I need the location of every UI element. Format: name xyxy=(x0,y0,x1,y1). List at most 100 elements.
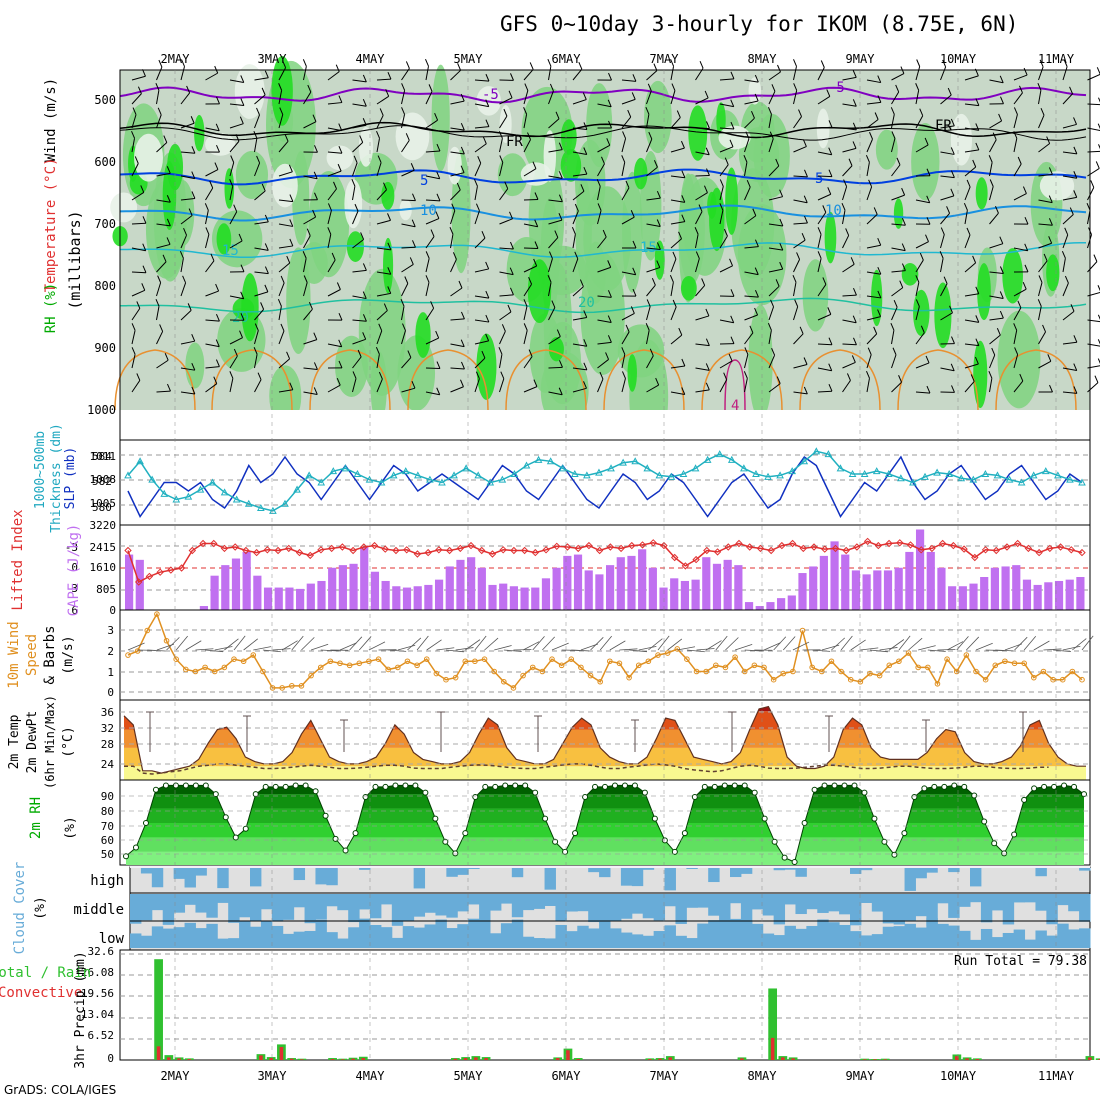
wind-barb-flag xyxy=(700,61,703,68)
rh-point xyxy=(652,816,657,821)
cloud-low-block xyxy=(523,937,534,948)
cloud-high-block xyxy=(1079,868,1090,871)
cloud-low-block xyxy=(730,919,741,948)
date-label-top: 11MAY xyxy=(1038,52,1075,66)
rh-shade-mid xyxy=(748,305,772,420)
rh-point xyxy=(263,784,268,789)
cloud-high-block xyxy=(414,868,425,888)
wind-barb-flag xyxy=(1091,180,1094,187)
rh-point xyxy=(1072,784,1077,789)
rh-point xyxy=(133,845,138,850)
cloud-middle-block xyxy=(141,894,152,920)
precip-tick: 0 xyxy=(107,1052,114,1065)
cloud-low-block xyxy=(490,933,501,948)
precip-convective-bar xyxy=(1088,1057,1092,1060)
cloud-middle-block xyxy=(1014,894,1025,902)
cape-bar xyxy=(296,589,304,610)
precip-convective-bar xyxy=(290,1059,294,1060)
cloud-middle-block xyxy=(479,894,490,922)
rh-point xyxy=(742,783,747,788)
contour-label: 15 xyxy=(222,243,239,259)
temp-tick: 24 xyxy=(101,758,115,771)
cloud-low-block xyxy=(337,939,348,948)
cloud-high-block xyxy=(686,868,697,869)
cloud-high-block xyxy=(468,868,479,869)
label-millibars: (millibars) xyxy=(66,210,84,309)
rh-shade-high xyxy=(913,290,929,336)
cloud-middle-block xyxy=(686,894,697,908)
cloud-low-block xyxy=(785,926,796,948)
precip-convective-bar xyxy=(863,1059,867,1060)
cape-bar xyxy=(349,564,357,610)
rh-point xyxy=(423,790,428,795)
precip-convective-bar xyxy=(280,1047,284,1060)
cape-bar xyxy=(820,556,828,610)
date-label-bottom: 4MAY xyxy=(356,1069,386,1083)
date-label-bottom: 8MAY xyxy=(748,1069,778,1083)
rh-point xyxy=(682,831,687,836)
cloud-middle-block xyxy=(992,894,1003,910)
cape-bar xyxy=(852,570,860,610)
cloud-low-block xyxy=(141,936,152,948)
cloud-low-block xyxy=(1057,924,1068,948)
rh-point xyxy=(223,815,228,820)
cloud-high-block xyxy=(250,868,261,886)
rh-shade-mid xyxy=(876,130,898,170)
cloud-low-block xyxy=(632,934,643,948)
cloud-low-block xyxy=(206,924,217,948)
cape-bar xyxy=(585,570,593,610)
wind-barb-flag xyxy=(1094,255,1097,262)
cape-bar xyxy=(328,568,336,610)
cape-bar xyxy=(724,560,732,610)
precip-convective-bar xyxy=(300,1059,304,1060)
date-label-top: 2MAY xyxy=(161,52,191,66)
cloud-middle-block xyxy=(643,894,654,918)
credit-label: GrADS: COLA/IGES xyxy=(4,1083,116,1097)
cloud-low-block xyxy=(708,920,719,948)
cloud-middle-block xyxy=(1079,894,1090,922)
cape-bar xyxy=(424,585,432,610)
rh-shade-high xyxy=(976,177,988,209)
cloud-low-block xyxy=(545,938,556,948)
rh-point xyxy=(393,783,398,788)
cape-tick: 3220 xyxy=(90,519,117,532)
cloud-middle-block xyxy=(730,894,741,903)
cloud-middle-block xyxy=(403,894,414,920)
cloud-high-block xyxy=(1035,868,1046,876)
cloud-low-block xyxy=(130,933,141,948)
cloud-middle-block xyxy=(1035,894,1046,911)
rh-point xyxy=(233,835,238,840)
cloud-low-block xyxy=(163,929,174,948)
cape-bar xyxy=(200,606,208,610)
wind-barb-flag xyxy=(425,59,428,66)
cloud-low-block xyxy=(435,920,446,948)
cape-bar xyxy=(574,555,582,610)
cloud-low-block xyxy=(512,920,523,948)
label-cloud-cover: Cloud Cover xyxy=(12,862,28,955)
cloud-middle-block xyxy=(435,894,446,915)
cape-bar xyxy=(959,586,967,610)
rh-shade-mid xyxy=(731,168,774,278)
rh-point xyxy=(1062,783,1067,788)
cloud-middle-block xyxy=(425,894,436,913)
precip-convective-bar xyxy=(167,1057,171,1060)
cape-bar xyxy=(1023,580,1031,610)
cape-tick: 1610 xyxy=(90,561,117,574)
cloud-low-block xyxy=(926,918,937,948)
cloud-middle-block xyxy=(566,894,577,912)
cloud-low-block xyxy=(239,921,250,948)
label-temperature: Temperature (°C) xyxy=(43,158,59,293)
rh-point xyxy=(812,787,817,792)
cape-bar xyxy=(916,529,924,610)
date-label-bottom: 2MAY xyxy=(161,1069,191,1083)
cloud-low-block xyxy=(883,927,894,948)
cloud-low-block xyxy=(610,928,621,948)
cloud-low-block xyxy=(905,924,916,948)
cloud-middle-block xyxy=(861,894,872,903)
rh-point xyxy=(343,848,348,853)
cape-bar xyxy=(734,565,742,610)
cloud-low-block xyxy=(686,938,697,948)
cloud-middle-block xyxy=(195,894,206,913)
rh-point xyxy=(483,784,488,789)
date-label-top: 3MAY xyxy=(258,52,288,66)
